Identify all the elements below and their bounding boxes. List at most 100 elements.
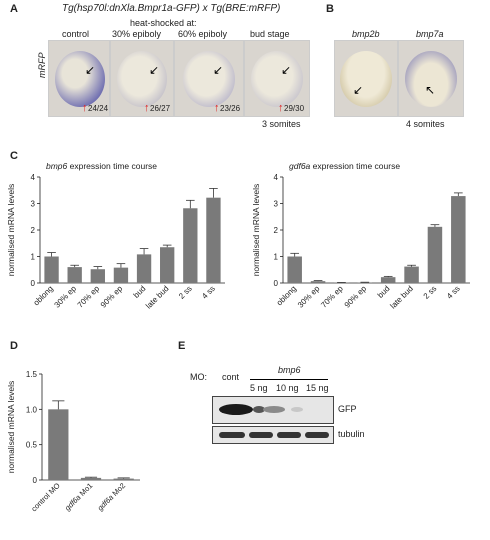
embryo-photo-bmp2b: ↙	[334, 40, 398, 117]
x-tick-label: late bud	[144, 284, 170, 310]
embryo-photo-60: ↙	[174, 40, 244, 117]
black-arrow-icon: ↙	[281, 63, 292, 77]
bar	[287, 256, 302, 283]
y-tick-label: 1	[274, 253, 279, 262]
col-label-control: control	[62, 29, 90, 39]
gfp-band-tail	[253, 406, 265, 413]
black-arrow-icon: ↖	[425, 83, 436, 97]
mo-label: MO:	[190, 372, 207, 382]
x-tick-label: 4 ss	[445, 284, 462, 301]
y-tick-label: 3	[274, 200, 279, 209]
bar	[206, 197, 221, 283]
red-arrow-icon: ↑	[144, 102, 150, 114]
panel-a-letter: A	[10, 3, 18, 15]
col-label-bmp2b: bmp2b	[352, 29, 380, 39]
gdf6a-chart: gdf6a expression time course 0 1 2 3 4 normali…	[251, 161, 470, 311]
gfp-label: GFP	[338, 404, 357, 414]
embryo-image	[183, 51, 235, 107]
gfp-blot	[212, 396, 334, 424]
y-tick-label: 1	[31, 253, 36, 262]
y-tick-label: 0.5	[26, 441, 38, 450]
panel-e-letter: E	[178, 340, 186, 352]
bar	[310, 281, 326, 283]
x-tick-label: bud	[132, 284, 148, 300]
black-arrow-icon: ↙	[85, 63, 96, 77]
x-tick-label: 70% ep	[76, 284, 102, 310]
y-tick-label: 0	[33, 476, 38, 485]
x-tick-label: gdf6a Mo2	[96, 481, 127, 512]
bar	[90, 269, 105, 283]
red-arrow-icon: ↑	[214, 102, 220, 114]
mrfp-label: mRFP	[37, 52, 47, 79]
y-axis-label: normalised mRNA levels	[6, 381, 16, 474]
bar	[67, 267, 82, 283]
y-axis-label: normalised mRNA levels	[6, 184, 16, 277]
heatshock-label: heat-shocked at:	[130, 18, 197, 28]
embryo-photo-bmp7a: ↖	[398, 40, 464, 117]
x-tick-label: oblong	[275, 284, 298, 307]
y-tick-label: 4	[31, 173, 36, 182]
bar	[136, 254, 152, 283]
x-tick-label: control MO	[29, 481, 61, 513]
count-30: 26/27	[150, 104, 171, 113]
tubulin-blot	[212, 426, 334, 444]
embryo-image	[251, 51, 303, 107]
tubulin-band	[249, 432, 273, 438]
dose-5: 5 ng	[250, 383, 268, 393]
black-arrow-icon: ↙	[353, 83, 364, 97]
bmp6-gene-label: bmp6	[278, 365, 301, 375]
panel-b-letter: B	[326, 3, 334, 15]
embryo-image	[405, 51, 457, 107]
y-tick-label: 2	[274, 226, 279, 235]
bar	[160, 247, 175, 283]
tubulin-label: tubulin	[338, 429, 365, 439]
x-tick-label: oblong	[32, 284, 55, 307]
bar	[183, 208, 198, 283]
dose-10: 10 ng	[276, 383, 299, 393]
black-arrow-icon: ↙	[213, 63, 224, 77]
x-tick-label: late bud	[388, 284, 414, 310]
bmp6-chart: bmp6 expression time course 0 1 2 3 4 normalis…	[6, 161, 225, 311]
panel-c-letter: C	[10, 150, 18, 162]
bar	[380, 277, 396, 283]
bar	[113, 478, 134, 480]
embryo-photo-control: ↙	[48, 40, 110, 117]
bar	[44, 256, 59, 283]
embryo-photo-30: ↙	[110, 40, 174, 117]
bar	[427, 226, 443, 283]
x-tick-label: 30% ep	[53, 284, 79, 310]
morpholino-chart: 0 0.5 1.0 1.5 normalised mRNA levels control …	[6, 370, 140, 513]
embryo-image	[117, 51, 167, 107]
bar	[48, 409, 69, 480]
y-tick-label: 4	[274, 173, 279, 182]
dose-bracket	[250, 379, 328, 380]
x-tick-label: 4 ss	[200, 284, 217, 301]
panel-a-title: Tg(hsp70l:dnXla.Bmpr1a-GFP) x Tg(BRE:mRF…	[62, 3, 281, 14]
y-tick-label: 1.0	[26, 405, 38, 414]
x-tick-label: 2 ss	[422, 284, 439, 301]
dose-15: 15 ng	[306, 383, 329, 393]
bar	[357, 282, 373, 283]
x-tick-label: 90% ep	[99, 284, 125, 310]
gfp-band-cont	[219, 404, 253, 415]
col-label-60: 60% epiboly	[178, 29, 228, 39]
bar	[80, 477, 102, 480]
bar	[404, 266, 419, 283]
y-tick-label: 0	[274, 279, 279, 288]
tubulin-band	[305, 432, 329, 438]
col-label-30: 30% epiboly	[112, 29, 162, 39]
x-tick-label: 2 ss	[177, 284, 194, 301]
cont-label: cont	[222, 372, 240, 382]
black-arrow-icon: ↙	[149, 63, 160, 77]
panel-d-letter: D	[10, 340, 18, 352]
bar	[451, 196, 466, 283]
tubulin-band	[277, 432, 301, 438]
embryo-photo-bud: ↙	[244, 40, 310, 117]
x-tick-label: gdf6a Mo1	[63, 481, 94, 512]
count-control: 24/24	[88, 104, 109, 113]
embryo-image	[340, 51, 392, 107]
x-tick-label: bud	[376, 284, 392, 300]
gfp-band-10ng	[291, 407, 303, 412]
chart-title: gdf6a expression time course	[289, 161, 400, 171]
col-label-bud: bud stage	[250, 29, 290, 39]
